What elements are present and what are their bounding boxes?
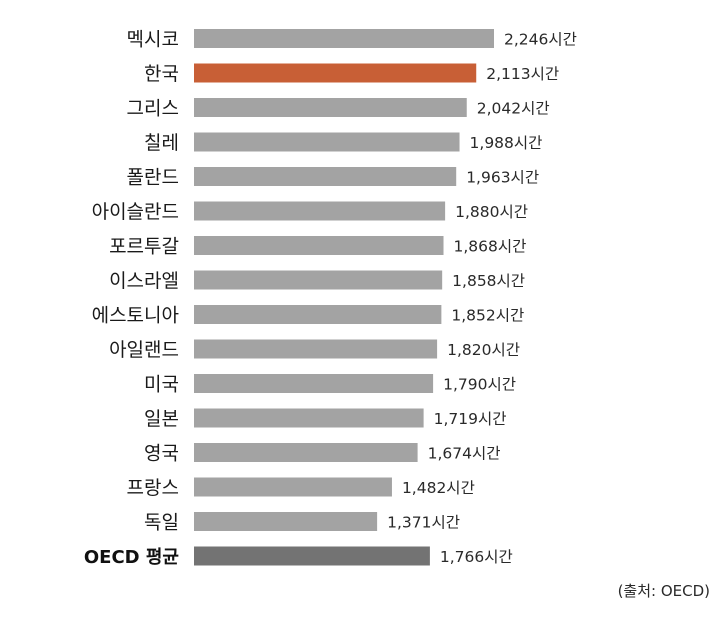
bar xyxy=(194,443,418,462)
category-label: 아이슬란드 xyxy=(92,201,179,223)
value-label: 1,719시간 xyxy=(434,410,507,428)
value-label: 2,042시간 xyxy=(477,100,550,118)
category-label: 폴란드 xyxy=(127,167,179,189)
bar xyxy=(194,339,438,359)
bar xyxy=(194,98,467,117)
bar xyxy=(194,167,457,186)
bar xyxy=(194,29,494,48)
category-label: 포르투갈 xyxy=(109,236,179,258)
value-label: 1,852시간 xyxy=(451,307,524,325)
bar xyxy=(194,477,392,497)
category-label: 에스토니아 xyxy=(92,305,179,327)
category-label: 프랑스 xyxy=(127,477,179,499)
bar xyxy=(194,132,460,152)
value-label: 1,790시간 xyxy=(443,376,516,394)
bar xyxy=(194,236,444,255)
bar xyxy=(194,374,434,393)
bar xyxy=(194,201,446,221)
value-label: 1,858시간 xyxy=(452,272,525,290)
value-label: 1,371시간 xyxy=(387,514,460,532)
bar xyxy=(194,546,430,566)
bar xyxy=(194,512,378,531)
value-label: 1,880시간 xyxy=(455,203,528,221)
category-label: OECD 평균 xyxy=(84,547,179,568)
value-label: 1,988시간 xyxy=(470,134,543,152)
value-label: 2,113시간 xyxy=(486,65,559,83)
category-label: 영국 xyxy=(144,443,179,465)
value-label: 1,868시간 xyxy=(454,238,527,256)
bar xyxy=(194,270,443,290)
category-label: 멕시코 xyxy=(127,29,179,51)
value-label: 1,766시간 xyxy=(440,548,513,566)
category-label: 칠레 xyxy=(144,132,179,154)
bar xyxy=(194,408,424,428)
value-label: 1,674시간 xyxy=(428,445,501,463)
bar xyxy=(194,63,477,83)
value-label: 1,482시간 xyxy=(402,479,475,497)
value-label: 1,963시간 xyxy=(466,169,539,187)
category-label: 미국 xyxy=(144,374,179,396)
bar xyxy=(194,305,442,324)
category-label: 이스라엘 xyxy=(109,270,179,292)
category-label: 한국 xyxy=(144,63,179,85)
value-label: 1,820시간 xyxy=(447,341,520,359)
category-label: 독일 xyxy=(144,512,179,534)
category-label: 일본 xyxy=(144,408,179,430)
category-label: 그리스 xyxy=(127,98,179,120)
category-label: 아일랜드 xyxy=(109,339,179,361)
source-note: (출처: OECD) xyxy=(617,582,710,600)
value-label: 2,246시간 xyxy=(504,31,577,49)
